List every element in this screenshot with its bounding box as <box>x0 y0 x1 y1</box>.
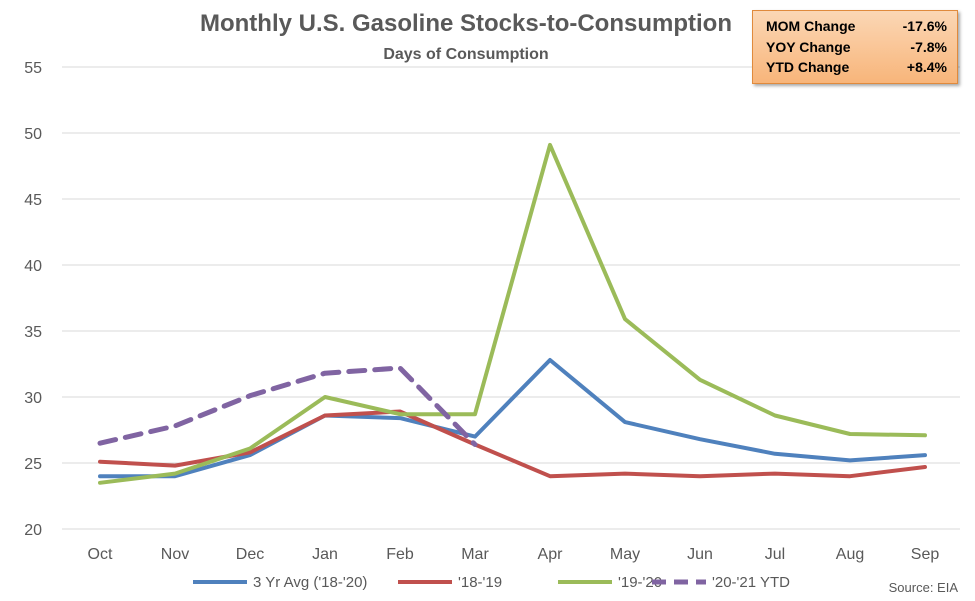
x-tick-label: Mar <box>461 546 489 563</box>
stats-label: YTD Change <box>766 59 850 75</box>
chart-title: Monthly U.S. Gasoline Stocks-to-Consumpt… <box>200 10 732 37</box>
x-tick-label: Jul <box>765 546 785 563</box>
stats-box: MOM Change -17.6% YOY Change -7.8% YTD C… <box>752 10 958 84</box>
y-tick-label: 55 <box>24 60 42 77</box>
y-axis-ticks: 20 25 30 35 40 45 50 55 <box>24 60 42 539</box>
y-tick-label: 40 <box>24 258 42 275</box>
x-tick-label: Sep <box>911 546 940 563</box>
stats-row-yoy: YOY Change -7.8% <box>766 37 947 58</box>
stats-value: -17.6% <box>902 18 947 34</box>
stats-label: MOM Change <box>766 18 856 34</box>
legend-label: '19-'20 <box>618 574 662 591</box>
stats-row-ytd: YTD Change +8.4% <box>766 57 947 78</box>
stats-row-mom: MOM Change -17.6% <box>766 16 947 37</box>
source-label: Source: EIA <box>889 580 959 595</box>
y-tick-label: 50 <box>24 126 42 143</box>
stats-value: +8.4% <box>906 59 947 75</box>
legend: 3 Yr Avg ('18-'20) '18-'19 '19-'20 '20-'21 … <box>193 574 790 591</box>
y-tick-label: 20 <box>24 522 42 539</box>
x-tick-label: Jun <box>687 546 713 563</box>
x-tick-label: May <box>610 546 640 563</box>
y-tick-label: 30 <box>24 390 42 407</box>
x-tick-label: Aug <box>836 546 864 563</box>
x-tick-label: Apr <box>538 546 564 563</box>
x-tick-label: Dec <box>236 546 264 563</box>
legend-label: 3 Yr Avg ('18-'20) <box>253 574 367 591</box>
x-tick-label: Jan <box>312 546 338 563</box>
x-axis-ticks: Oct Nov Dec Jan Feb Mar Apr May Jun Jul Aug Sep <box>88 546 940 563</box>
series-lines <box>97 142 927 485</box>
y-tick-label: 25 <box>24 456 42 473</box>
x-tick-label: Oct <box>88 546 113 563</box>
chart-subtitle: Days of Consumption <box>383 46 548 63</box>
legend-label: '20-'21 YTD <box>712 574 790 591</box>
legend-label: '18-'19 <box>458 574 502 591</box>
y-tick-label: 45 <box>24 192 42 209</box>
x-tick-label: Nov <box>161 546 189 563</box>
series-line-0 <box>98 358 927 479</box>
x-tick-label: Feb <box>386 546 414 563</box>
series-line-3 <box>97 365 478 447</box>
series-line-2 <box>98 142 927 485</box>
stats-value: -7.8% <box>910 38 947 55</box>
stats-label: YOY Change <box>766 38 851 55</box>
y-tick-label: 35 <box>24 324 42 341</box>
